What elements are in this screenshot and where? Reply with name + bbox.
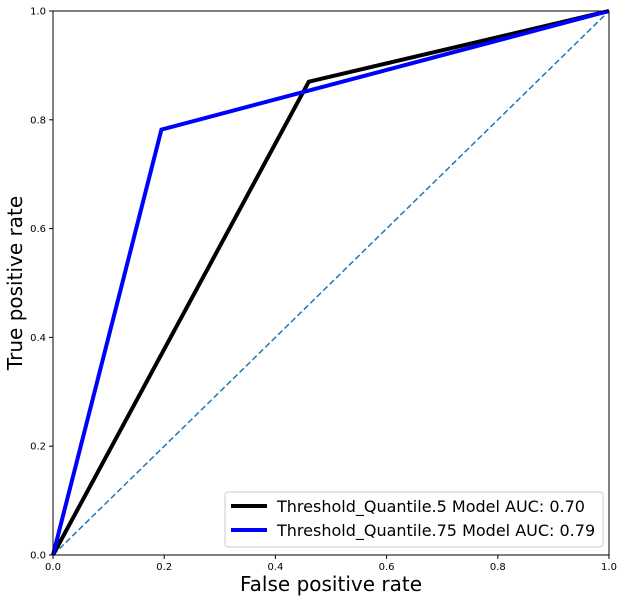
legend-box (224, 491, 604, 548)
y-tick-label: 0.2 (30, 442, 46, 453)
plot-area (51, 9, 610, 556)
x-axis-label: False positive rate (240, 572, 422, 596)
axes-frame (52, 10, 610, 556)
x-tick-label: 0.6 (379, 562, 395, 573)
y-tick-label: 0.0 (30, 551, 46, 562)
x-tick-label: 0.4 (267, 562, 283, 573)
y-tick-label: 0.8 (30, 115, 46, 126)
x-tick-label: 0.0 (45, 562, 61, 573)
roc-line-series-1 (51, 9, 610, 556)
y-tick-label: 1.0 (30, 7, 46, 18)
legend-label-series-1: Threshold_Quantile.75 Model AUC: 0.79 (276, 521, 595, 541)
x-tick-label: 1.0 (601, 562, 617, 573)
legend-label-series-0: Threshold_Quantile.5 Model AUC: 0.70 (276, 497, 585, 517)
roc-line-series-0 (51, 9, 610, 556)
y-axis-label: True positive rate (3, 196, 27, 371)
x-tick-label: 0.8 (490, 562, 506, 573)
y-axis-ticks: 0.0 0.2 0.4 0.6 0.8 1.0 (30, 7, 53, 562)
y-tick-label: 0.6 (30, 224, 46, 235)
chance-reference-line (52, 10, 610, 556)
y-tick-label: 0.4 (30, 333, 46, 344)
x-tick-label: 0.2 (156, 562, 172, 573)
x-axis-ticks: 0.0 0.2 0.4 0.6 0.8 1.0 (45, 555, 617, 573)
legend: Threshold_Quantile.5 Model AUC: 0.70 Thr… (224, 491, 604, 548)
